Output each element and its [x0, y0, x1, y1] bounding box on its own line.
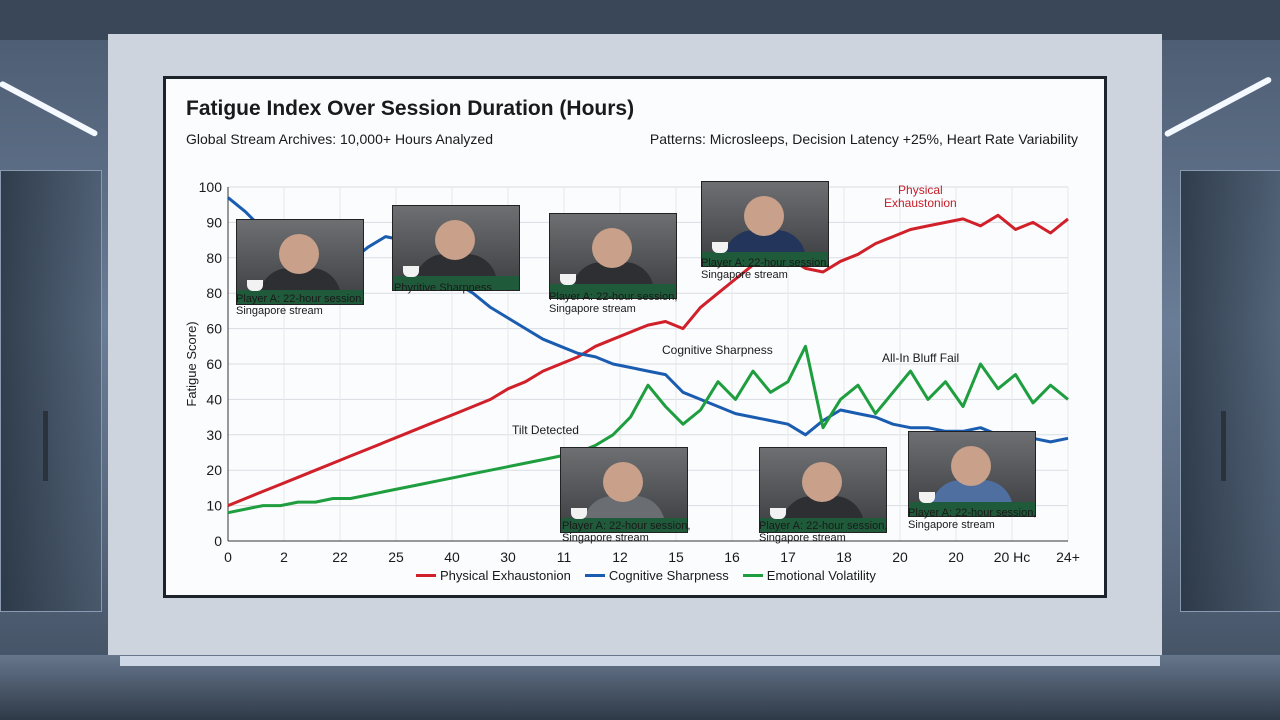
legend-swatch-green: [742, 574, 763, 577]
y-tick-label: 100: [199, 179, 223, 195]
player-thumbnail: [908, 431, 1036, 517]
player-head: [802, 462, 842, 502]
legend-label: Physical Exhaustonion: [440, 568, 571, 583]
legend-swatch-red: [416, 574, 436, 577]
chart-screen: Fatigue Index Over Session Duration (Hou…: [163, 76, 1107, 598]
ceiling-light-right: [1163, 76, 1273, 138]
thumbnail-caption: Player A: 22-hour session, Singapore str…: [549, 291, 678, 315]
poker-table: [760, 518, 886, 532]
thumbnail-caption: Phyritive Sharpness: [394, 282, 492, 294]
thumbnail-caption: Player A: 22-hour session, Singapore str…: [908, 507, 1037, 531]
y-tick-label: 60: [206, 356, 222, 372]
coffee-cup: [770, 508, 786, 519]
player-head: [279, 234, 319, 274]
x-tick-label: 20: [892, 549, 908, 565]
poker-table: [909, 502, 1035, 516]
coffee-cup: [403, 266, 419, 277]
player-thumbnail: [549, 213, 677, 299]
coffee-cup: [919, 492, 935, 503]
y-tick-label: 30: [206, 427, 222, 443]
player-head: [951, 446, 991, 486]
coffee-cup: [560, 274, 576, 285]
poker-table: [393, 276, 519, 290]
thumbnail-caption: Player A: 22-hour session, Singapore str…: [759, 520, 888, 544]
poker-table: [702, 252, 828, 266]
player-thumbnail: [759, 447, 887, 533]
y-tick-label: 80: [206, 250, 222, 266]
poker-table: [561, 518, 687, 532]
poker-table: [237, 290, 363, 304]
y-axis-label: Fatigue Score): [184, 321, 199, 406]
chart-subtitle-right: Patterns: Microsleeps, Decision Latency …: [649, 131, 1078, 147]
legend-item: Cognitive Sharpness: [584, 568, 729, 583]
x-tick-label: 15: [668, 549, 684, 565]
ceiling-light-left: [0, 80, 99, 138]
series-line-cognitive: [227, 196, 1069, 444]
x-tick-label: 17: [780, 549, 796, 565]
x-tick-label: 16: [724, 549, 740, 565]
x-tick-label: 22: [332, 549, 348, 565]
coffee-cup: [712, 242, 728, 253]
y-tick-label: 40: [206, 391, 222, 407]
poker-table: [550, 284, 676, 298]
x-tick-label: 12: [612, 549, 628, 565]
glass-door-left: [0, 170, 102, 612]
annotation-tilt: Tilt Detected: [512, 423, 579, 437]
coffee-cup: [571, 508, 587, 519]
x-tick-label: 2: [280, 549, 288, 565]
series-line-emotional: [227, 344, 1069, 515]
legend-label: Cognitive Sharpness: [608, 568, 729, 583]
ceiling: [0, 0, 1280, 40]
x-tick-label: 24+: [1056, 549, 1080, 565]
player-thumbnail: [236, 219, 364, 305]
legend-item: Physical Exhaustonion: [416, 568, 571, 583]
legend-item: Emotional Volatility: [742, 568, 876, 583]
y-tick-label: 20: [206, 462, 222, 478]
x-tick-label: 30: [500, 549, 516, 565]
x-tick-label: 0: [224, 549, 232, 565]
annotation-physical-peak: Physical Exhaustonion: [884, 183, 957, 210]
player-thumbnail: [701, 181, 829, 267]
floor-glow: [120, 656, 1160, 666]
player-head: [435, 220, 475, 260]
y-tick-label: 10: [206, 498, 222, 514]
chart-legend: Physical Exhaustonion Cognitive Sharpnes…: [416, 568, 876, 583]
player-thumbnail: [392, 205, 520, 291]
y-tick-label: 0: [214, 533, 222, 549]
legend-swatch-blue: [584, 574, 605, 577]
chart-subtitle-left: Global Stream Archives: 10,000+ Hours An…: [186, 131, 494, 147]
door-handle: [1221, 411, 1226, 481]
x-tick-label: 25: [388, 549, 404, 565]
door-handle: [43, 411, 48, 481]
thumbnail-caption: Player A: 22-hour session, Singapore str…: [562, 520, 691, 544]
player-head: [744, 196, 784, 236]
player-head: [592, 228, 632, 268]
player-thumbnail: [560, 447, 688, 533]
thumbnail-caption: Player A: 22-hour session, Singapore str…: [236, 293, 365, 317]
x-tick-label: 20 Hc: [994, 549, 1031, 565]
y-tick-label: 60: [206, 321, 222, 337]
y-tick-label: 80: [206, 285, 222, 301]
annotation-bluff: All-In Bluff Fail: [882, 351, 960, 365]
x-tick-label: 20: [948, 549, 964, 565]
glass-door-right: [1180, 170, 1280, 612]
x-tick-label: 11: [557, 549, 572, 565]
thumbnail-caption: Player A: 22-hour session, Singapore str…: [701, 257, 830, 281]
y-tick-label: 90: [206, 214, 222, 230]
series-line-physical: [227, 213, 1069, 507]
player-head: [603, 462, 643, 502]
legend-label: Emotional Volatility: [766, 568, 876, 583]
chart-title: Fatigue Index Over Session Duration (Hou…: [186, 97, 635, 120]
x-tick-label: 18: [836, 549, 852, 565]
annotation-cognitive: Cognitive Sharpness: [662, 343, 773, 357]
x-tick-label: 40: [444, 549, 460, 565]
coffee-cup: [247, 280, 263, 291]
